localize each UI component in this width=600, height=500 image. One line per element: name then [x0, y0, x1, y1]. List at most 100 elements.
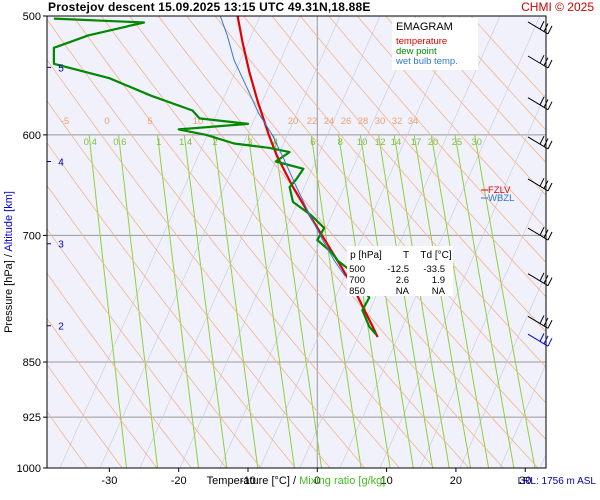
wind-barb — [527, 272, 553, 287]
pressure-tick-label: 700 — [23, 230, 41, 242]
mixing-ratio-line — [359, 134, 414, 468]
table-header-cell: T — [403, 250, 409, 261]
wind-barb — [527, 54, 553, 69]
dry-adiabat — [356, 16, 546, 230]
wind-barb-flag — [547, 182, 553, 192]
dry-adiabat-label: 20 — [288, 116, 299, 127]
table-cell: 850 — [349, 286, 365, 297]
dry-adiabat — [47, 228, 227, 468]
wind-barb-flag — [547, 231, 553, 241]
dry-adiabat — [243, 16, 546, 368]
mixing-ratio-label: 0.4 — [84, 137, 97, 148]
grid-layer — [47, 16, 600, 468]
dry-adiabat-label: 24 — [324, 116, 335, 127]
legend-box — [392, 18, 478, 70]
pressure-tick-label: 850 — [23, 357, 41, 369]
wind-barb-staff — [527, 97, 549, 111]
isotherm-guide — [419, 182, 546, 468]
dry-adiabat-label: 32 — [392, 116, 403, 127]
temperature-tick-label: -20 — [171, 475, 187, 487]
mixing-ratio-label: 1 — [156, 137, 161, 148]
mixing-ratio-line — [310, 134, 362, 468]
dry-adiabat-label: -5 — [61, 116, 69, 127]
mixing-ratio-label: 2 — [212, 137, 217, 148]
wind-barb-flag — [543, 317, 549, 327]
mixing-ratio-label: 10 — [357, 137, 368, 148]
x-axis-label-temperature: Temperature [°C] / — [207, 475, 299, 487]
dry-adiabat — [47, 272, 193, 468]
dry-adiabat — [47, 410, 88, 468]
pressure-tick-label: 600 — [23, 130, 41, 142]
temperature-tick-label: 0 — [314, 475, 320, 487]
wind-barb — [527, 96, 553, 111]
mixing-ratio-label: 3 — [247, 137, 252, 148]
legend-title: EMAGRAM — [396, 21, 453, 33]
level-marker-label-wbzl: WBZL — [488, 193, 514, 204]
temperature-tick-label: -10 — [240, 475, 256, 487]
dry-adiabat — [47, 100, 331, 468]
mixing-ratio-line — [430, 134, 490, 468]
wind-barb-flag — [547, 320, 553, 329]
dry-adiabat — [101, 16, 470, 468]
mixing-ratio-line — [157, 134, 200, 468]
mixing-ratio-line — [118, 134, 159, 468]
dry-adiabat-label: 26 — [341, 116, 352, 127]
wind-barb-flag — [543, 180, 549, 189]
series-line-temperature — [236, 16, 379, 338]
wind-barb-staff — [527, 227, 549, 241]
isotherm-guide — [259, 16, 461, 468]
wind-barb-flag — [539, 54, 545, 64]
wind-barb-flag — [539, 177, 545, 187]
wind-barb-flag — [547, 337, 553, 347]
wind-barb-flag — [547, 277, 553, 286]
wind-barbs-column — [527, 20, 553, 347]
table-cell: 700 — [349, 275, 365, 286]
mixing-ratio-label: 20 — [428, 137, 439, 148]
wind-barb — [527, 177, 553, 192]
dry-adiabat-label: 0 — [104, 116, 109, 127]
dry-adiabat — [328, 16, 546, 264]
dry-adiabat-label: 28 — [358, 116, 369, 127]
wind-barb-flag — [543, 335, 549, 345]
pressure-tick-label: 925 — [23, 412, 41, 424]
table-cell: -33.5 — [423, 264, 445, 275]
wind-barb-flag — [539, 96, 545, 106]
table-header-cell: Td [°C] — [420, 250, 451, 261]
dry-adiabat-label: 10 — [193, 116, 204, 127]
wind-barb-flag — [543, 23, 549, 32]
mixing-ratio-label: 14 — [391, 137, 402, 148]
mixing-ratio-line — [393, 134, 450, 468]
wind-barb-staff — [527, 55, 549, 69]
mixing-ratio-label: 12 — [375, 137, 386, 148]
dry-adiabat — [47, 363, 123, 468]
wind-barb-flag — [547, 140, 553, 150]
isotherm-guide — [499, 363, 546, 468]
wind-barb-staff — [527, 273, 549, 287]
altitude-tick-label: 3 — [58, 240, 64, 251]
mixing-ratio-label: 6 — [310, 137, 315, 148]
mixing-ratio-line — [413, 134, 472, 468]
dry-adiabat — [442, 16, 546, 131]
mixing-ratio-line — [213, 134, 259, 468]
isotherm-guide — [580, 16, 600, 468]
wind-barb-flag — [539, 20, 545, 30]
level-marker-label-fzlv: FZLV — [488, 185, 511, 196]
dry-adiabat-layer: -5 0 5 10 20 22 24 26 28 30 32 34 — [47, 16, 546, 468]
lrl-label: LRL: 1756 m ASL — [518, 476, 597, 487]
pressure-tick-label: 1000 — [17, 463, 41, 475]
legend-item-wet-bulb-temp: wet bulb temp. — [395, 56, 458, 67]
dry-adiabat-label: 30 — [375, 116, 386, 127]
y-axis-label: Pressure [hPa] / Altitude [km] — [3, 191, 15, 333]
mixing-ratio-layer: 0.4 0.6 1 1.4 2 3 4 6 8 10 12 14 17 20 25 30 — [84, 134, 536, 468]
wind-barb-flag — [539, 333, 545, 342]
wind-barb-staff — [527, 333, 549, 347]
isotherm-guide — [379, 92, 546, 468]
mixing-ratio-line — [378, 134, 434, 468]
isotherm-guide — [299, 16, 501, 468]
page-title: Prostejov descent 15.09.2025 13:15 UTC 4… — [48, 0, 371, 14]
dry-adiabat — [47, 59, 366, 468]
